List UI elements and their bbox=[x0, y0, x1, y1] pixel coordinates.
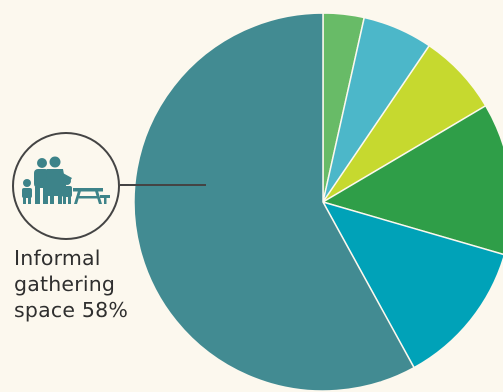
callout-line-1: Informal bbox=[14, 246, 101, 270]
pie-slice-5 bbox=[321, 200, 503, 369]
callout-line-2: gathering bbox=[14, 272, 116, 296]
family-picnic-icon bbox=[12, 132, 120, 240]
callout-line-3: space 58% bbox=[14, 298, 129, 322]
pie-slice-4 bbox=[321, 104, 503, 256]
pie-slices bbox=[133, 12, 503, 392]
pie-slice-6 bbox=[133, 12, 416, 392]
callout-label: Informal gathering space 58% bbox=[14, 245, 128, 323]
